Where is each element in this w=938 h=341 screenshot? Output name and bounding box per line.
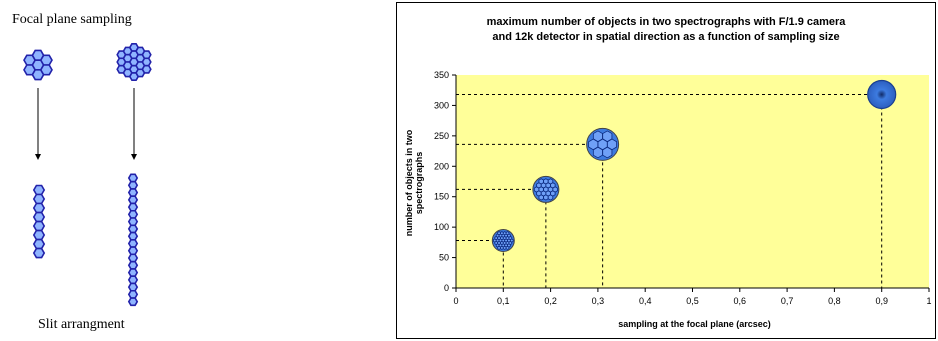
- x-tick-label: 0,5: [686, 296, 699, 306]
- y-tick-label: 150: [434, 192, 449, 202]
- left-panel-title: Focal plane sampling: [12, 12, 132, 27]
- y-tick-label: 200: [434, 161, 449, 171]
- slit-hexagon: [127, 297, 139, 307]
- slit-hexagon: [127, 202, 139, 212]
- slit-hexagon: [127, 188, 139, 197]
- sampling-arrow-left: [35, 88, 41, 160]
- x-tick-label: 0,1: [497, 296, 510, 306]
- slit-hexagon: [127, 195, 139, 205]
- x-tick-label: 0,2: [544, 296, 557, 306]
- slit-hexagon: [127, 253, 139, 263]
- hexagon-sampling-illustration: [23, 43, 152, 307]
- chart-panel: maximum number of objects in two spectro…: [396, 2, 936, 339]
- y-tick-label: 50: [439, 253, 449, 263]
- plot-area: [456, 75, 929, 288]
- slit-hexagon: [127, 289, 139, 299]
- y-axis-label: number of objects in two spectrographs: [404, 129, 424, 237]
- x-tick-label: 0,8: [828, 296, 841, 306]
- coarse-sampling-cluster: [23, 49, 53, 81]
- data-point-4: [867, 79, 897, 110]
- x-tick-label: 0,3: [592, 296, 605, 306]
- chart-title-line-1: maximum number of objects in two spectro…: [486, 16, 846, 28]
- slit-hexagon: [127, 282, 139, 292]
- slit-hexagon: [32, 202, 46, 214]
- slit-hexagon: [32, 247, 46, 259]
- cluster-hexagon: [39, 54, 53, 66]
- cluster-hexagon: [141, 50, 152, 60]
- y-tick-label: 0: [444, 283, 449, 293]
- slit-hexagon: [127, 231, 139, 241]
- chart-title-line-2: and 12k detector in spatial direction as…: [492, 31, 840, 43]
- slit-hexagon: [127, 260, 139, 270]
- cluster-hexagon: [141, 57, 152, 67]
- slit-hexagon: [127, 173, 139, 183]
- slit-hexagon: [127, 209, 139, 219]
- slit-hexagon: [32, 220, 46, 232]
- slit-hexagon: [32, 238, 46, 250]
- x-axis-label: sampling at the focal plane (arcsec): [618, 319, 771, 329]
- slit-hexagon: [127, 275, 139, 285]
- x-tick-label: 0: [453, 296, 458, 306]
- slit-hexagon: [127, 246, 139, 256]
- chart-plot: 0 50 100 150 200 250 300 350 0 0,1 0,2 0,3 0,4 0,5 0,6…: [434, 70, 932, 306]
- coarse-slit-column: [32, 184, 46, 259]
- marker-hexagon: [509, 238, 514, 243]
- arrow-head: [131, 154, 137, 160]
- marker-hexagon: [552, 186, 558, 193]
- slit-hexagon: [32, 193, 46, 205]
- cluster-hexagon: [39, 64, 53, 76]
- y-tick-label: 300: [434, 100, 449, 110]
- x-tick-label: 0,7: [781, 296, 794, 306]
- fine-slit-column: [127, 173, 139, 307]
- arrow-head: [35, 154, 41, 160]
- slit-hexagon: [32, 211, 46, 223]
- data-point-2: [532, 175, 560, 203]
- y-tick-label: 350: [434, 70, 449, 80]
- y-tick-label: 100: [434, 222, 449, 232]
- data-point-3: [586, 127, 620, 161]
- slit-hexagon: [127, 268, 139, 278]
- cluster-hexagon: [141, 64, 152, 74]
- slit-hexagon: [127, 239, 139, 248]
- left-panel-caption: Slit arrangment: [38, 317, 125, 332]
- slit-hexagon: [127, 224, 139, 234]
- x-tick-label: 0,6: [734, 296, 747, 306]
- slit-hexagon: [32, 229, 46, 241]
- slit-hexagon: [127, 180, 139, 190]
- data-point-1: [491, 229, 515, 253]
- x-tick-label: 0,9: [875, 296, 888, 306]
- x-tick-label: 1: [926, 296, 931, 306]
- fine-sampling-cluster: [116, 43, 152, 81]
- slit-hexagon: [32, 184, 46, 196]
- data-point-marker: [867, 79, 897, 110]
- sampling-arrow-right: [131, 88, 137, 160]
- slit-hexagon: [127, 217, 139, 227]
- x-tick-label: 0,4: [639, 296, 652, 306]
- y-tick-label: 250: [434, 131, 449, 141]
- marker-hexagon: [607, 138, 618, 151]
- chart-title: maximum number of objects in two spectro…: [397, 15, 935, 45]
